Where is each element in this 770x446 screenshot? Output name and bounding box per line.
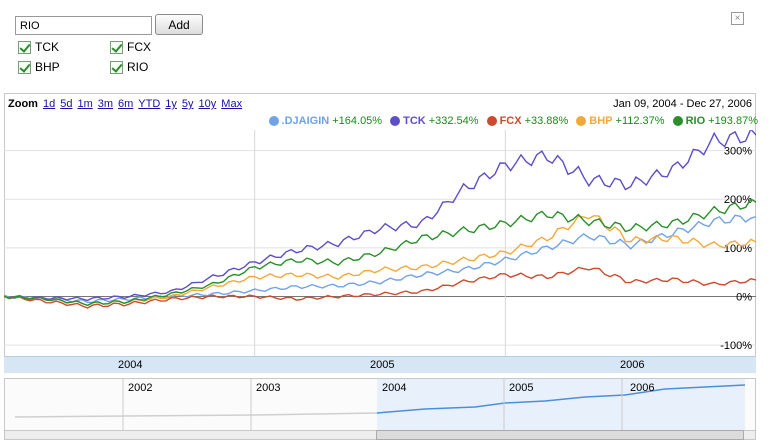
overview-year-label: 2004 bbox=[382, 382, 407, 394]
overview-scroll-thumb[interactable] bbox=[376, 430, 744, 440]
series-line-djaigin bbox=[4, 214, 756, 304]
series-line-fcx bbox=[4, 266, 756, 309]
x-tick-label: 2005 bbox=[370, 359, 395, 371]
overview-history-line bbox=[14, 412, 378, 418]
x-axis-strip bbox=[4, 356, 756, 373]
checkbox-rio[interactable]: RIO bbox=[110, 60, 148, 74]
zoom-option-5d[interactable]: 5d bbox=[60, 98, 73, 110]
legend-name: RIO bbox=[685, 115, 706, 127]
legend-item: BHP +112.37% bbox=[576, 115, 665, 127]
x-tick-label: 2004 bbox=[118, 359, 143, 371]
checkbox-label: RIO bbox=[127, 60, 149, 74]
y-tick-label: 0% bbox=[736, 292, 752, 304]
zoom-option-1d[interactable]: 1d bbox=[42, 98, 56, 110]
checkbox-label: TCK bbox=[35, 40, 59, 54]
legend-name: .DJAIGIN bbox=[281, 115, 330, 127]
legend-dot-icon bbox=[390, 116, 401, 126]
legend-item: TCK +332.54% bbox=[390, 115, 479, 127]
zoom-option-1y[interactable]: 1y bbox=[165, 98, 177, 110]
symbol-input[interactable] bbox=[15, 16, 152, 35]
zoom-option-ytd[interactable]: YTD bbox=[138, 98, 161, 110]
legend-dot-icon bbox=[672, 116, 683, 126]
legend-change: +33.88% bbox=[524, 115, 569, 127]
zoom-option-max[interactable]: Max bbox=[221, 98, 243, 110]
checkbox-tck[interactable]: TCK bbox=[18, 40, 59, 54]
overview-year-label: 2005 bbox=[509, 382, 534, 394]
y-tick-label: 200% bbox=[724, 194, 752, 206]
overview-navigator[interactable] bbox=[4, 378, 756, 434]
legend-dot-icon bbox=[486, 116, 497, 126]
checkbox-check-icon[interactable] bbox=[110, 60, 123, 74]
legend-change: +332.54% bbox=[428, 115, 479, 127]
zoom-option-5y[interactable]: 5y bbox=[181, 98, 194, 110]
legend-item: FCX +33.88% bbox=[486, 115, 569, 127]
overview-year-label: 2003 bbox=[256, 382, 281, 394]
overview-year-label: 2006 bbox=[630, 382, 655, 394]
legend-item: .DJAIGIN +164.05% bbox=[268, 115, 383, 127]
legend-dot-icon bbox=[576, 116, 587, 126]
zoom-label: Zoom bbox=[8, 98, 38, 110]
overview-selected-line bbox=[376, 384, 746, 414]
checkbox-label: FCX bbox=[127, 40, 151, 54]
zoom-option-10y[interactable]: 10y bbox=[198, 98, 217, 110]
legend-name: TCK bbox=[403, 115, 426, 127]
zoom-option-1m[interactable]: 1m bbox=[77, 98, 93, 110]
legend-name: FCX bbox=[499, 115, 522, 127]
legend-change: +164.05% bbox=[332, 115, 383, 127]
series-line-rio bbox=[4, 198, 756, 307]
checkbox-fcx[interactable]: FCX bbox=[110, 40, 151, 54]
checkbox-check-icon[interactable] bbox=[18, 60, 31, 74]
line-chart[interactable]: -100% 0% 100% 200% 300% bbox=[4, 130, 756, 356]
add-button[interactable]: Add bbox=[155, 14, 203, 35]
series-line-tck bbox=[4, 130, 756, 302]
checkbox-check-icon[interactable] bbox=[18, 40, 31, 54]
close-icon[interactable]: × bbox=[731, 12, 744, 25]
overview-year-label: 2002 bbox=[128, 382, 153, 394]
x-tick-label: 2006 bbox=[620, 359, 645, 371]
checkbox-bhp[interactable]: BHP bbox=[18, 60, 60, 74]
legend-change: +193.87% bbox=[708, 115, 758, 127]
legend-item: RIO +193.87% bbox=[672, 115, 758, 127]
legend-dot-icon bbox=[268, 116, 279, 126]
legend-name: BHP bbox=[589, 115, 613, 127]
date-range: Jan 09, 2004 - Dec 27, 2006 bbox=[613, 98, 752, 110]
overview-chart bbox=[14, 379, 746, 433]
checkbox-check-icon[interactable] bbox=[110, 40, 123, 54]
legend: .DJAIGIN +164.05% TCK +332.54% FCX +33.8… bbox=[268, 115, 758, 127]
y-tick-label: 100% bbox=[724, 243, 752, 255]
zoom-bar: Zoom 1d 5d 1m 3m 6m YTD 1y 5y 10y Max bbox=[8, 98, 242, 110]
zoom-option-3m[interactable]: 3m bbox=[97, 98, 114, 110]
zoom-option-6m[interactable]: 6m bbox=[118, 98, 134, 110]
y-tick-label: 300% bbox=[724, 146, 752, 158]
legend-change: +112.37% bbox=[615, 115, 665, 127]
y-tick-label: -100% bbox=[720, 340, 752, 352]
checkbox-label: BHP bbox=[35, 60, 60, 74]
